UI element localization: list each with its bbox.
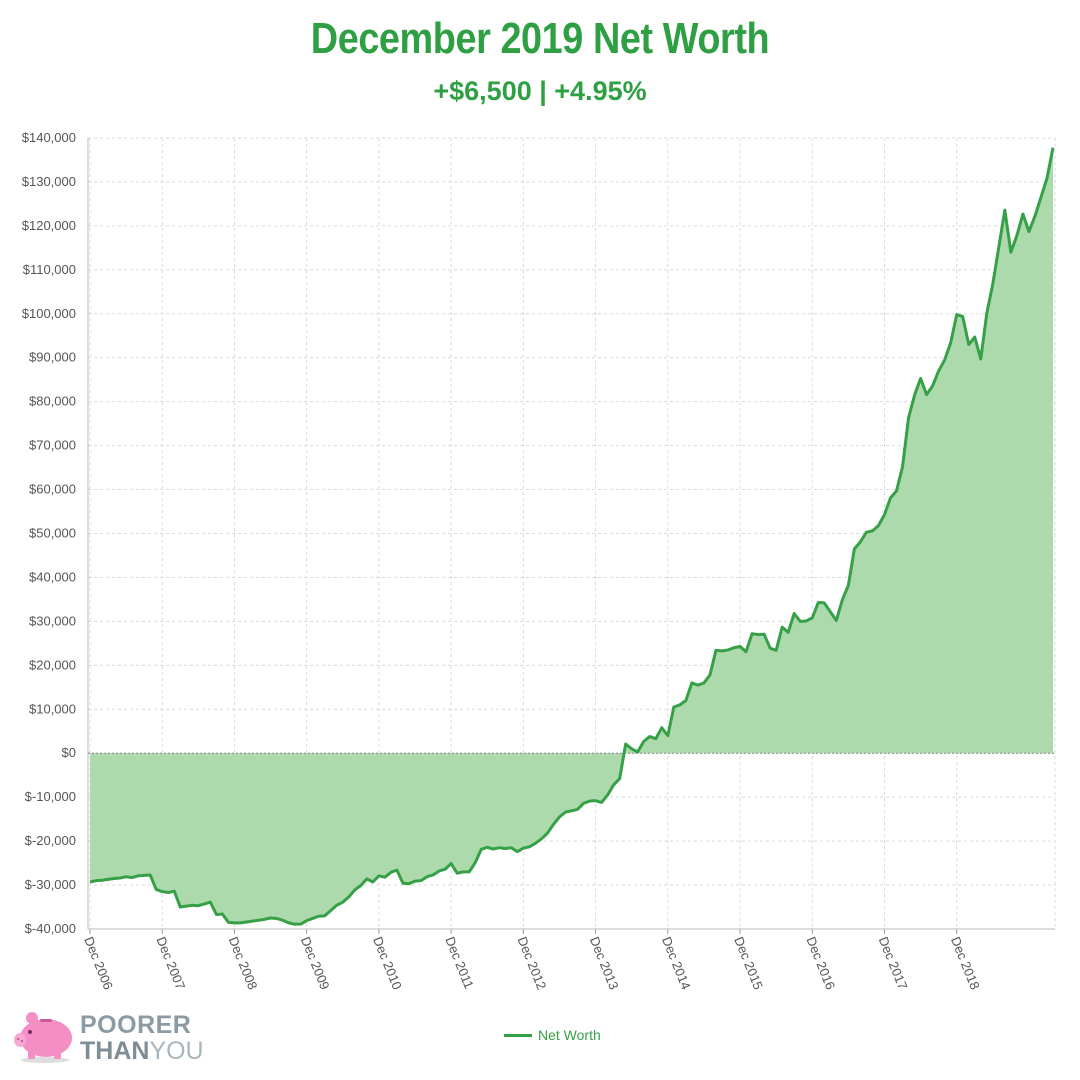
x-tick-label: Dec 2017 [876,935,911,992]
y-tick-label: $110,000 [23,262,76,277]
x-tick-label: Dec 2006 [81,935,116,992]
y-tick-label: $80,000 [29,394,76,409]
x-tick-label: Dec 2012 [515,935,550,992]
x-tick-label: Dec 2014 [659,935,694,992]
logo-line-two: THANYOU [80,1038,204,1064]
y-tick-label: $20,000 [29,657,76,672]
x-tick-label: Dec 2016 [803,935,838,992]
x-tick-label: Dec 2015 [731,935,766,992]
x-tick-label: Dec 2009 [298,935,333,992]
y-tick-label: $-40,000 [25,921,76,936]
logo-word-poorer: POORER [80,1011,192,1039]
x-tick-label: Dec 2010 [370,935,405,992]
y-tick-label: $50,000 [29,526,76,541]
chart-title: December 2019 Net Worth [310,14,770,63]
logo-word-you: YOU [149,1037,204,1065]
y-tick-label: $100,000 [22,306,76,321]
y-tick-label: $140,000 [22,130,76,145]
y-tick-label: $130,000 [22,174,76,189]
y-tick-label: $10,000 [29,701,76,716]
x-tick-label: Dec 2013 [587,935,622,992]
y-tick-label: $-20,000 [25,833,76,848]
chart-legend[interactable]: Net Worth [504,1027,601,1043]
x-tick-label: Dec 2018 [948,935,983,992]
y-tick-label: $-10,000 [25,789,76,804]
legend-label-net-worth: Net Worth [538,1027,601,1043]
piggy-bank-icon [14,1012,72,1063]
net-worth-line [89,147,1055,926]
y-tick-label: $0 [62,745,76,760]
net-worth-area [90,147,1053,925]
y-tick-label: $40,000 [29,569,76,584]
y-tick-label: $30,000 [29,613,76,628]
logo-word-than: THAN [80,1037,150,1065]
y-tick-label: $120,000 [22,218,76,233]
y-tick-label: $90,000 [29,350,76,365]
y-tick-label: $70,000 [29,438,76,453]
y-tick-label: $60,000 [29,482,76,497]
x-tick-label: Dec 2011 [442,935,476,991]
chart-subtitle: +$6,500 | +4.95% [433,76,647,106]
x-tick-label: Dec 2007 [153,935,188,992]
logo-wordmark: POORER THANYOU [80,1012,204,1064]
poorer-than-you-logo: POORER THANYOU [12,1010,242,1070]
y-tick-label: $-30,000 [25,877,76,892]
legend-swatch [504,1033,532,1037]
x-tick-label: Dec 2008 [226,935,261,992]
